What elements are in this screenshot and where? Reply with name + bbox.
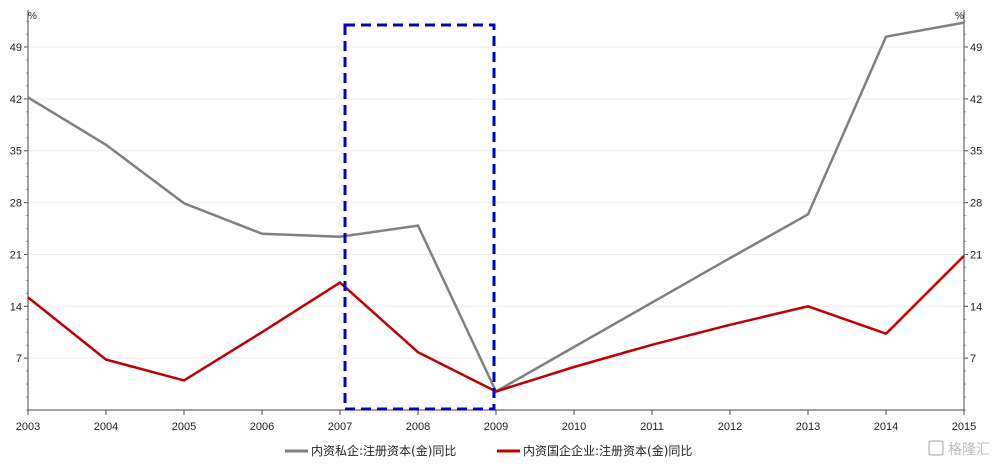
x-tick-label: 2003 xyxy=(16,421,40,433)
y-tick-label-right: 35 xyxy=(970,146,982,158)
watermark: 格隆汇 xyxy=(928,440,990,458)
y-tick-label-left: 49 xyxy=(10,42,22,54)
y-tick-label-left: 14 xyxy=(10,301,22,313)
x-tick-label: 2006 xyxy=(250,421,274,433)
series-lines xyxy=(27,21,965,394)
y-tick-label-left: 7 xyxy=(16,353,22,365)
x-tick-label: 2014 xyxy=(874,421,898,433)
legend: 内资私企:注册资本(金)同比 内资国企企业:注册资本(金)同比 xyxy=(285,443,692,458)
y-tick-label-left: 28 xyxy=(10,198,22,210)
x-tick-label: 2015 xyxy=(952,421,976,433)
watermark-text: 格隆汇 xyxy=(948,442,990,458)
watermark-logo-icon xyxy=(928,440,944,456)
y-tick-label-left: 21 xyxy=(10,249,22,261)
x-tick-label: 2005 xyxy=(172,421,196,433)
x-tick-label: 2009 xyxy=(484,421,508,433)
legend-label-1: 内资私企:注册资本(金)同比 xyxy=(311,443,456,458)
y-axis-unit-right: % xyxy=(955,11,964,22)
series-line-1 xyxy=(27,21,965,394)
y-tick-label-left: 35 xyxy=(10,146,22,158)
y-tick-label-right: 42 xyxy=(970,94,982,106)
x-tick-label: 2011 xyxy=(640,421,664,433)
series-line-2 xyxy=(27,255,965,393)
x-tick-label: 2008 xyxy=(406,421,430,433)
x-tick-label: 2012 xyxy=(718,421,742,433)
y-tick-label-right: 7 xyxy=(970,353,976,365)
y-tick-label-right: 49 xyxy=(970,42,982,54)
x-tick-label: 2010 xyxy=(562,421,586,433)
legend-label-2: 内资国企企业:注册资本(金)同比 xyxy=(523,443,692,458)
y-tick-label-left: 42 xyxy=(10,94,22,106)
x-tick-label: 2007 xyxy=(328,421,352,433)
x-tick-label: 2004 xyxy=(94,421,118,433)
x-tick-label: 2013 xyxy=(796,421,820,433)
y-tick-label-right: 28 xyxy=(970,198,982,210)
y-tick-label-right: 21 xyxy=(970,249,982,261)
y-tick-label-right: 14 xyxy=(970,301,982,313)
highlight-rect xyxy=(343,23,496,411)
y-axis-unit-left: % xyxy=(28,11,37,22)
axes: 7 7 14 14 21 21 28 28 35 35 42 42 49 49 2003 2004 2005 20… xyxy=(10,10,982,433)
highlight-box xyxy=(343,23,496,411)
